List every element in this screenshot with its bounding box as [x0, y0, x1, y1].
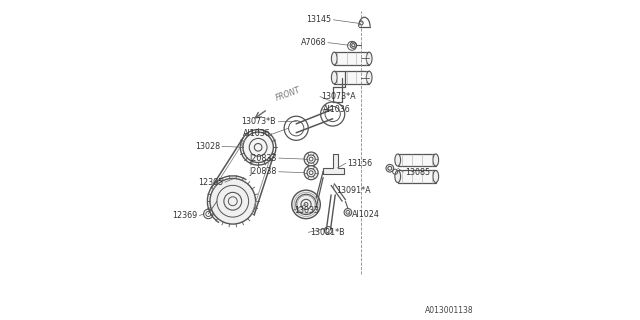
Bar — [334, 52, 369, 65]
Polygon shape — [323, 154, 344, 174]
Ellipse shape — [395, 154, 401, 166]
Text: 13073*A: 13073*A — [321, 92, 356, 101]
Ellipse shape — [332, 52, 337, 65]
Text: A013001138: A013001138 — [425, 306, 474, 315]
Bar — [397, 154, 436, 166]
Text: 13033: 13033 — [294, 206, 319, 215]
Circle shape — [210, 178, 255, 224]
Circle shape — [304, 166, 318, 180]
Text: 13073*B: 13073*B — [241, 117, 276, 126]
Circle shape — [243, 132, 273, 163]
Ellipse shape — [366, 71, 372, 84]
Text: 12369: 12369 — [173, 211, 198, 220]
Text: 13091*B: 13091*B — [310, 228, 344, 237]
Text: 13028: 13028 — [195, 142, 220, 151]
Text: A7068: A7068 — [301, 38, 326, 47]
Text: 13091*A: 13091*A — [336, 186, 371, 195]
Ellipse shape — [332, 71, 337, 84]
Text: J20838: J20838 — [250, 167, 277, 176]
Circle shape — [292, 190, 320, 219]
Bar — [397, 171, 436, 182]
Ellipse shape — [395, 171, 401, 182]
Ellipse shape — [433, 171, 438, 182]
Ellipse shape — [433, 154, 438, 166]
Bar — [334, 71, 369, 84]
Text: 13156: 13156 — [348, 159, 372, 168]
Ellipse shape — [366, 52, 372, 65]
Text: AI1024: AI1024 — [352, 210, 380, 219]
Text: 13145: 13145 — [307, 15, 332, 24]
Text: 12305: 12305 — [198, 178, 223, 187]
Text: FRONT: FRONT — [274, 85, 301, 103]
Text: J20833: J20833 — [250, 154, 277, 163]
Text: 13085: 13085 — [405, 168, 430, 177]
Text: AI1036: AI1036 — [243, 130, 271, 139]
Text: AI1036: AI1036 — [323, 105, 351, 114]
Circle shape — [304, 152, 318, 166]
